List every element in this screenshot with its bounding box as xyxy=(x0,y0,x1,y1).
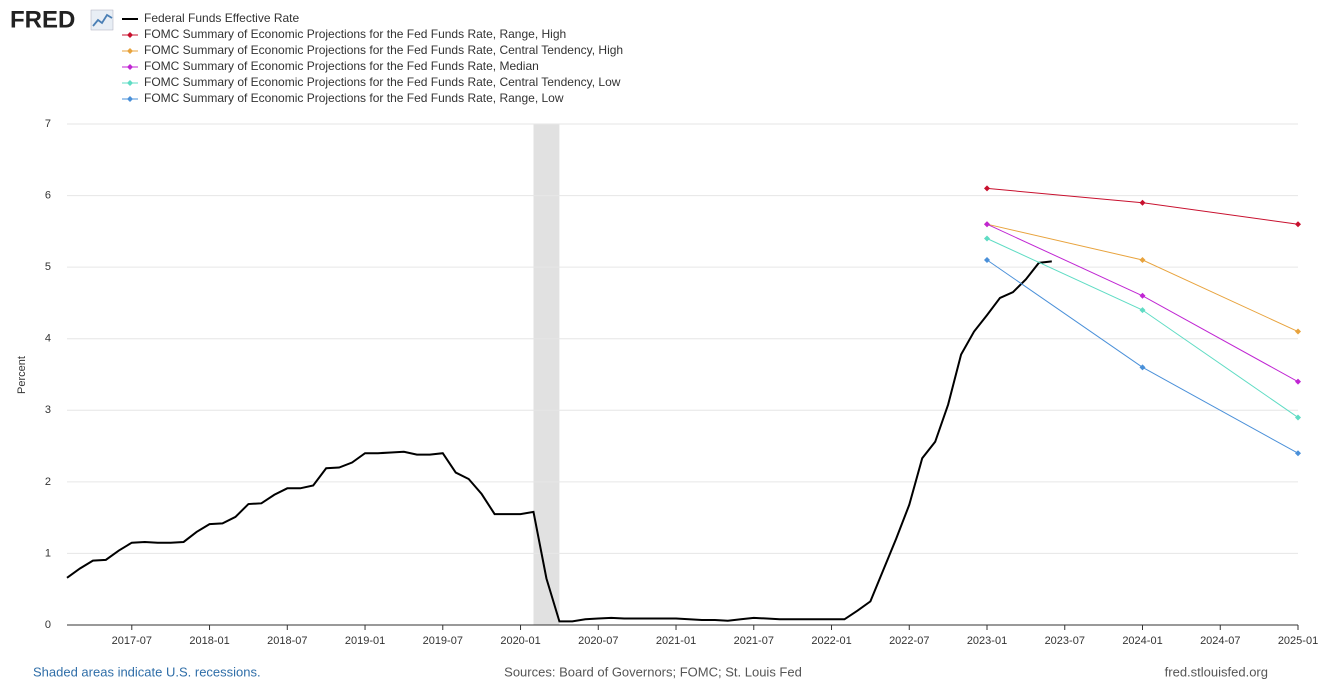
legend-label: FOMC Summary of Economic Projections for… xyxy=(144,59,539,73)
x-tick-label: 2023-01 xyxy=(967,635,1007,647)
x-tick-label: 2021-01 xyxy=(656,635,696,647)
y-tick-label: 2 xyxy=(45,476,51,488)
data-point xyxy=(1139,292,1146,299)
series-line xyxy=(986,238,1299,418)
y-tick-label: 3 xyxy=(45,404,51,416)
logo: FRED xyxy=(10,6,75,33)
legend-marker xyxy=(127,48,133,54)
legend-marker xyxy=(127,64,133,70)
x-tick-label: 2018-01 xyxy=(189,635,229,647)
data-point xyxy=(984,235,991,242)
data-point xyxy=(1139,307,1146,314)
data-point xyxy=(1139,199,1146,206)
data-point xyxy=(984,256,991,263)
legend-label: FOMC Summary of Economic Projections for… xyxy=(144,91,564,105)
x-tick-label: 2020-07 xyxy=(578,635,618,647)
legend-label: FOMC Summary of Economic Projections for… xyxy=(144,27,566,41)
logo-icon xyxy=(90,9,114,31)
x-tick-label: 2022-01 xyxy=(811,635,851,647)
series-line xyxy=(986,223,1299,383)
x-tick-label: 2021-07 xyxy=(734,635,774,647)
data-point xyxy=(1295,221,1301,228)
legend-label: FOMC Summary of Economic Projections for… xyxy=(144,43,623,57)
recession-shade xyxy=(533,124,560,625)
x-tick-label: 2017-07 xyxy=(112,635,152,647)
x-tick-label: 2022-07 xyxy=(889,635,929,647)
x-tick-label: 2025-01 xyxy=(1278,635,1318,647)
series-line xyxy=(986,259,1299,454)
site-link: fred.stlouisfed.org xyxy=(1165,664,1268,679)
y-tick-label: 7 xyxy=(45,118,51,130)
y-tick-label: 6 xyxy=(45,189,51,201)
x-tick-label: 2019-07 xyxy=(423,635,463,647)
series-line xyxy=(66,260,1052,623)
recession-note: Shaded areas indicate U.S. recessions. xyxy=(33,664,261,679)
y-tick-label: 5 xyxy=(45,261,51,273)
data-point xyxy=(984,221,991,228)
data-point xyxy=(984,185,991,192)
data-point xyxy=(1295,378,1301,385)
data-point xyxy=(1295,328,1301,335)
series-line xyxy=(986,187,1299,225)
y-tick-label: 1 xyxy=(45,547,51,559)
x-tick-label: 2024-07 xyxy=(1200,635,1240,647)
data-point xyxy=(1295,414,1301,421)
legend-marker xyxy=(127,96,133,102)
series-line xyxy=(986,223,1299,333)
y-axis-label: Percent xyxy=(16,356,28,394)
y-tick-label: 4 xyxy=(45,333,51,345)
x-tick-label: 2020-01 xyxy=(500,635,540,647)
legend-marker xyxy=(127,80,133,86)
data-point xyxy=(1139,364,1146,371)
legend-label: Federal Funds Effective Rate xyxy=(144,11,300,25)
x-tick-label: 2023-07 xyxy=(1045,635,1085,647)
x-tick-label: 2019-01 xyxy=(345,635,385,647)
x-tick-label: 2024-01 xyxy=(1122,635,1162,647)
legend-marker xyxy=(127,32,133,38)
source-note: Sources: Board of Governors; FOMC; St. L… xyxy=(504,664,802,679)
x-tick-label: 2018-07 xyxy=(267,635,307,647)
data-point xyxy=(1139,256,1146,263)
legend-label: FOMC Summary of Economic Projections for… xyxy=(144,75,621,89)
data-point xyxy=(1295,450,1301,457)
y-tick-label: 0 xyxy=(45,619,51,631)
